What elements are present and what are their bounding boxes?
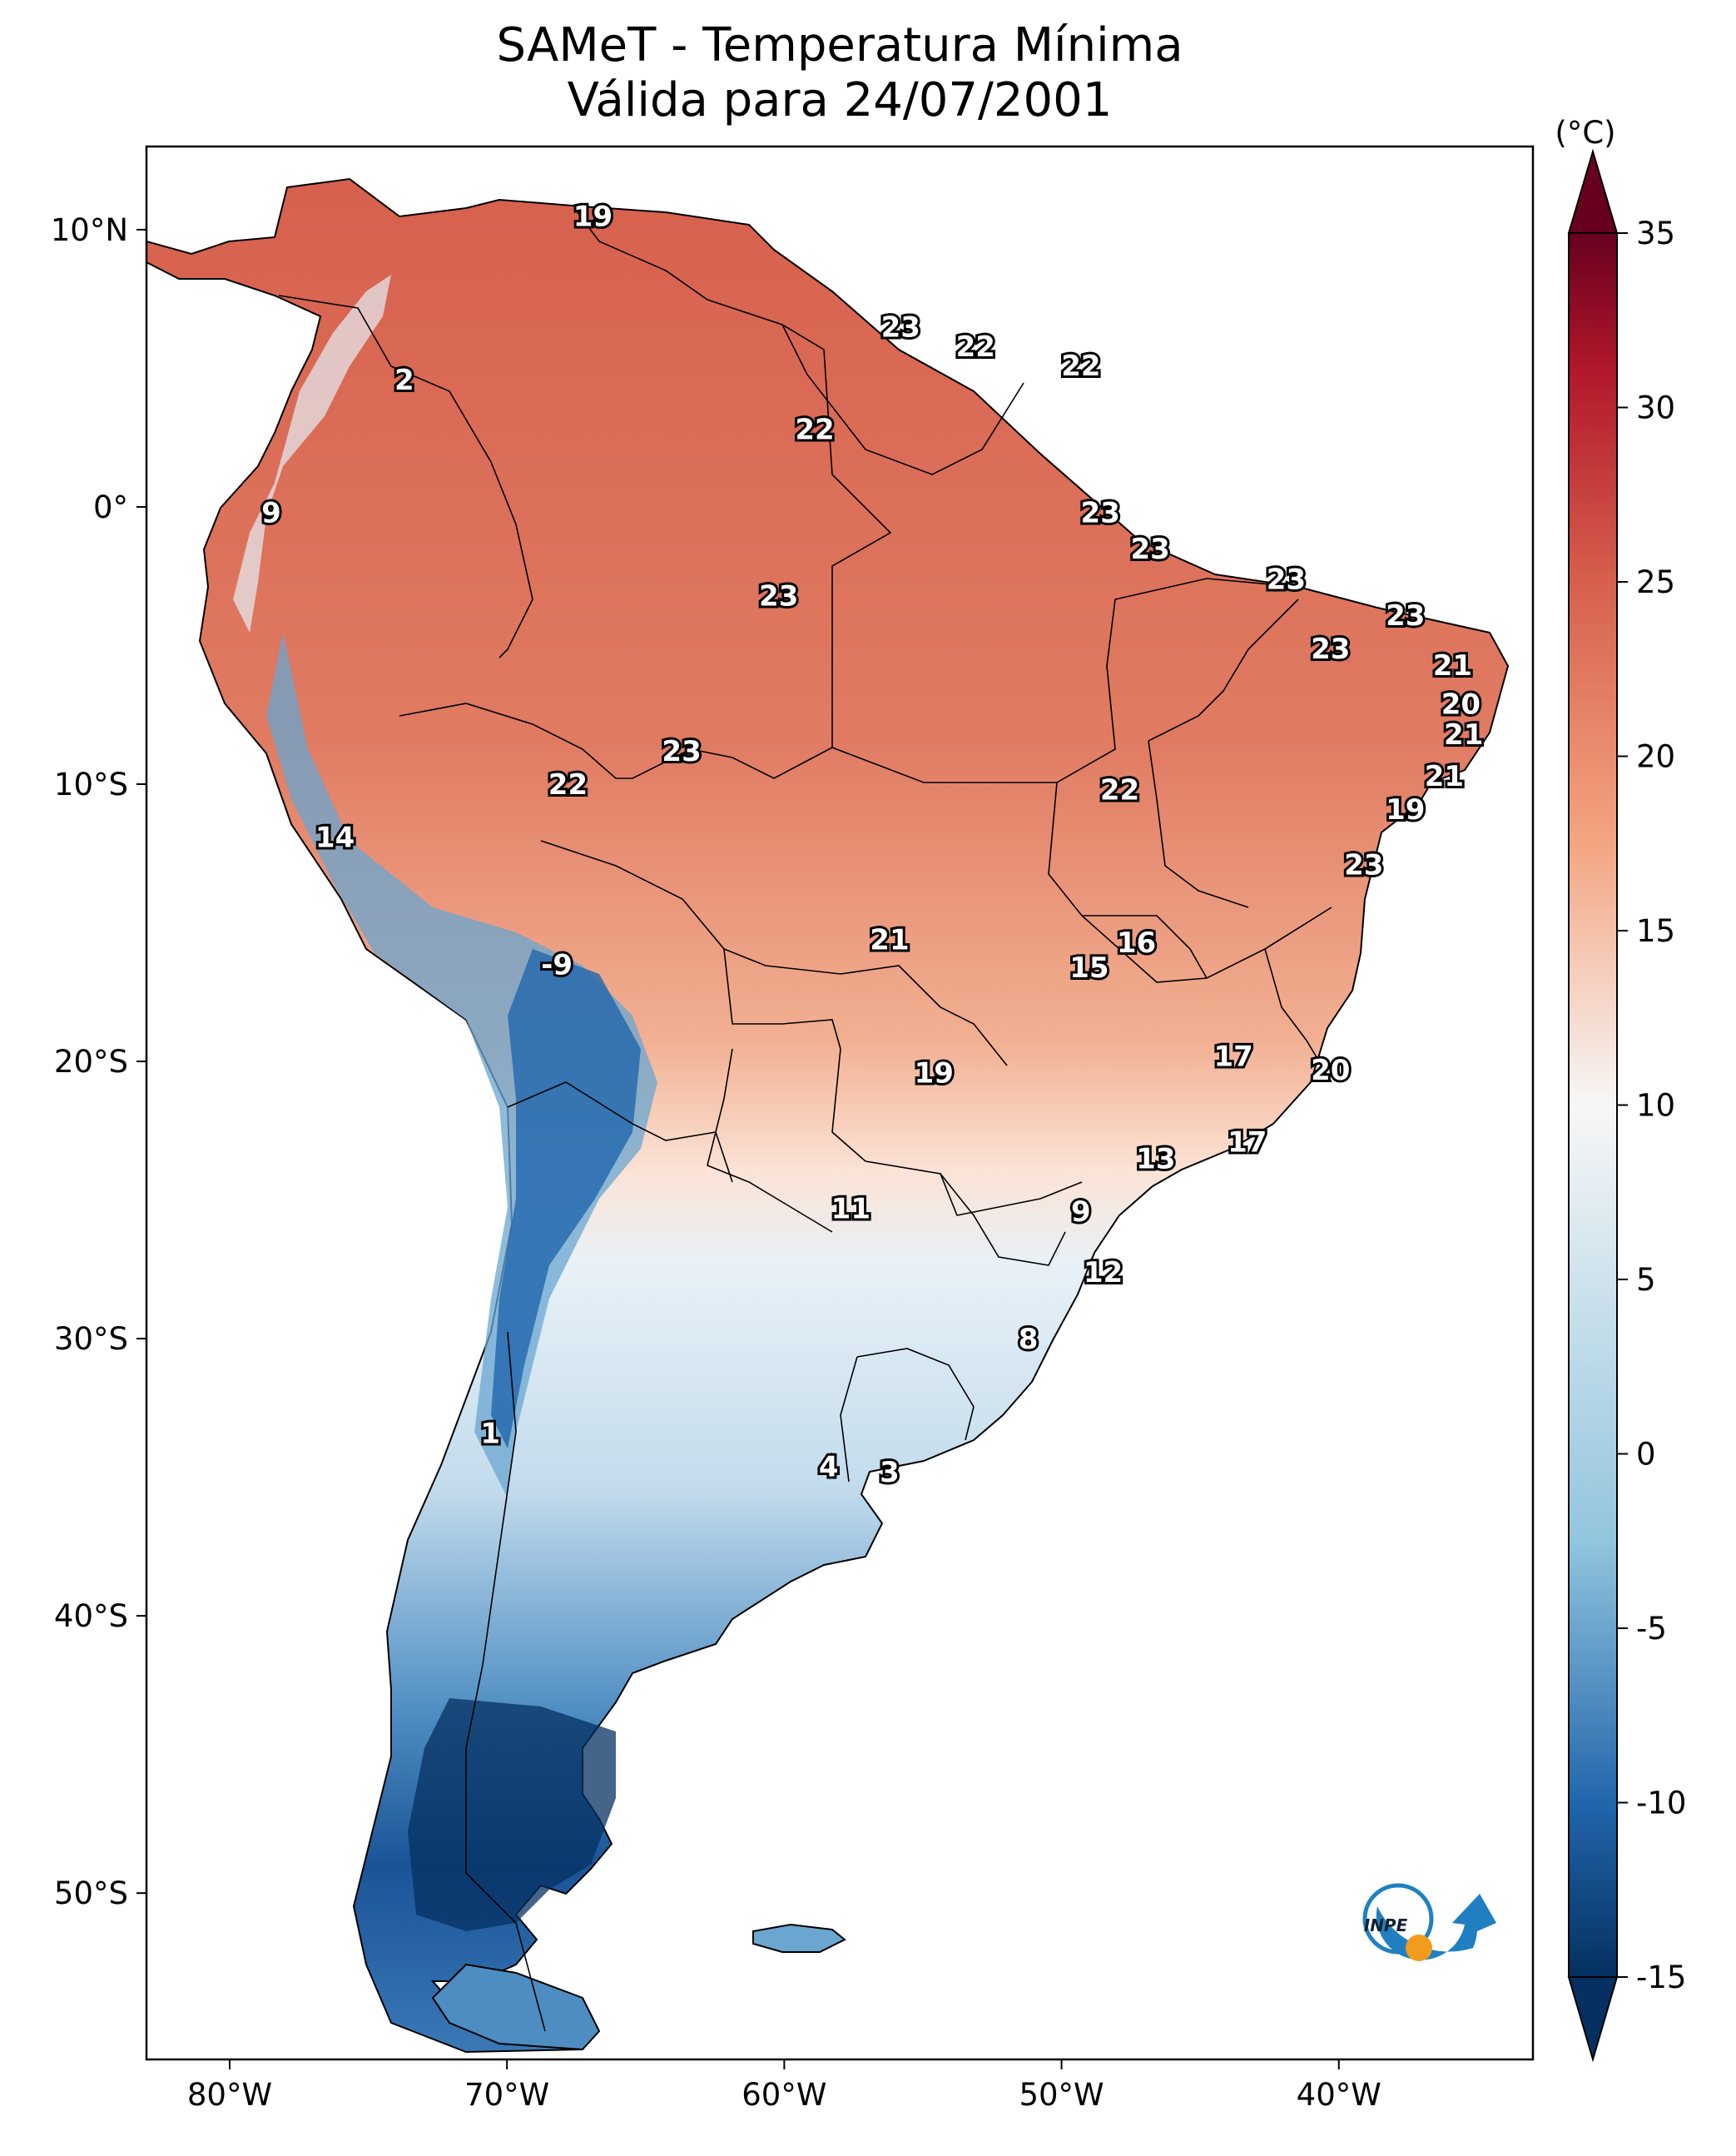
station-value-label: 23 [662,735,701,768]
station-value-label: 9 [1071,1195,1091,1229]
station-value-label: 4 [819,1450,839,1483]
lon-tick-label: 50°W [1019,2077,1104,2113]
lat-tick-label: 10°N [51,212,128,248]
tierra-del-fuego [431,1963,601,2051]
station-value-label: 20 [1311,1054,1350,1087]
station-value-label: 22 [1061,350,1100,383]
northern-andes-cold [233,275,391,633]
colorbar-min-extension [1567,1976,1619,2063]
station-value-label: 22 [956,330,995,364]
station-value-label: 21 [870,924,909,957]
station-value-label: 9 [261,497,281,530]
continent-south-america [146,177,1510,2054]
colorbar-tick-label: -5 [1636,1611,1667,1647]
station-value-label: 23 [881,310,920,344]
colorbar-tick-label: 35 [1636,216,1675,251]
station-value-label: 19 [573,200,613,233]
colorbar-tick-label: 30 [1636,390,1675,426]
station-value-label: 13 [1136,1143,1175,1176]
station-value-label: 21 [1444,718,1483,752]
lat-tick-label: 50°S [54,1875,128,1911]
falkland-islands [752,1923,846,1953]
station-value-label: 2 [394,364,414,397]
station-value-label: 16 [1117,926,1156,960]
logo-circle-outline [1362,1883,1434,1955]
station-value-label: 14 [315,821,355,854]
station-value-label: 21 [1433,649,1472,683]
station-value-label: 8 [1019,1323,1039,1356]
logo-text: INPE [1364,1915,1408,1935]
station-value-label: 3 [880,1456,900,1489]
colorbar-ramp [1568,232,1618,1978]
station-value-label: 23 [1081,497,1120,530]
lat-tick-label: 20°S [54,1044,128,1080]
lat-tick-label: 0° [93,489,128,525]
political-borders [278,207,1332,2032]
patagonia-cold [408,1698,616,1931]
station-value-label: 19 [1386,793,1425,827]
andes-highland-cold [491,949,641,1448]
axis-ticks: 80°W 70°W 60°W 50°W 40°W 10°N 0° 10°S 20°S 30°S 40… [51,212,1381,2113]
colorbar-tick-label: 20 [1636,739,1675,775]
station-value-label: 17 [1213,1040,1252,1073]
lon-tick-label: 60°W [742,2077,826,2113]
logo-orange-dot [1406,1935,1432,1961]
station-value-label: 19 [915,1056,954,1090]
station-value-label: 1 [480,1417,500,1450]
colorbar-tick-label: -15 [1636,1960,1686,1995]
colorbar-tick-label: 10 [1636,1088,1675,1124]
title-line-2: Válida para 24/07/2001 [567,73,1113,127]
colorbar-tick-label: 0 [1636,1437,1656,1473]
station-value-label: 23 [1386,599,1425,633]
title-line-1: SAMeT - Temperatura Mínima [496,18,1183,72]
station-value-label: 23 [1267,564,1306,597]
station-value-label: 22 [795,414,834,447]
colorbar-unit: (°C) [1555,115,1615,151]
logo-arrow-arc [1376,1894,1496,1960]
station-value-label: 12 [1084,1256,1123,1289]
colorbar-max-extension [1567,148,1619,234]
colorbar: (°C) 35 30 25 20 15 10 5 0 -5 -10 -15 [1555,115,1686,2063]
colorbar-ticks: 35 30 25 20 15 10 5 0 -5 -10 -15 [1617,216,1686,1995]
station-value-label: 23 [1344,849,1383,882]
colorbar-tick-label: -10 [1636,1786,1686,1821]
station-value-label: 22 [548,768,588,802]
chart-title: SAMeT - Temperatura Mínima Válida para 2… [146,18,1533,128]
inpe-logo: INPE [1362,1883,1496,1961]
colorbar-tick-label: 15 [1636,913,1675,949]
lat-tick-label: 30°S [54,1321,128,1357]
colorbar-tick-label: 5 [1636,1262,1656,1298]
station-value-label: 15 [1069,951,1109,985]
station-value-label: -9 [541,948,573,981]
station-value-label: 11 [831,1193,870,1226]
station-value-label: 23 [1131,533,1170,566]
map-frame [145,145,1535,2061]
station-value-label: 23 [1311,633,1350,666]
station-value-label: 21 [1425,760,1464,793]
station-value-label: 20 [1441,688,1481,721]
lat-tick-label: 10°S [54,767,128,802]
station-value-label: 23 [759,580,798,614]
lon-tick-label: 40°W [1297,2077,1381,2113]
lon-tick-label: 80°W [187,2077,272,2113]
lon-tick-label: 70°W [464,2077,549,2113]
station-value-label: 22 [1100,774,1139,807]
colorbar-tick-label: 25 [1636,564,1675,600]
andes-cold-band [266,633,657,1548]
lat-tick-label: 40°S [54,1598,128,1634]
station-value-label: 17 [1228,1126,1267,1160]
